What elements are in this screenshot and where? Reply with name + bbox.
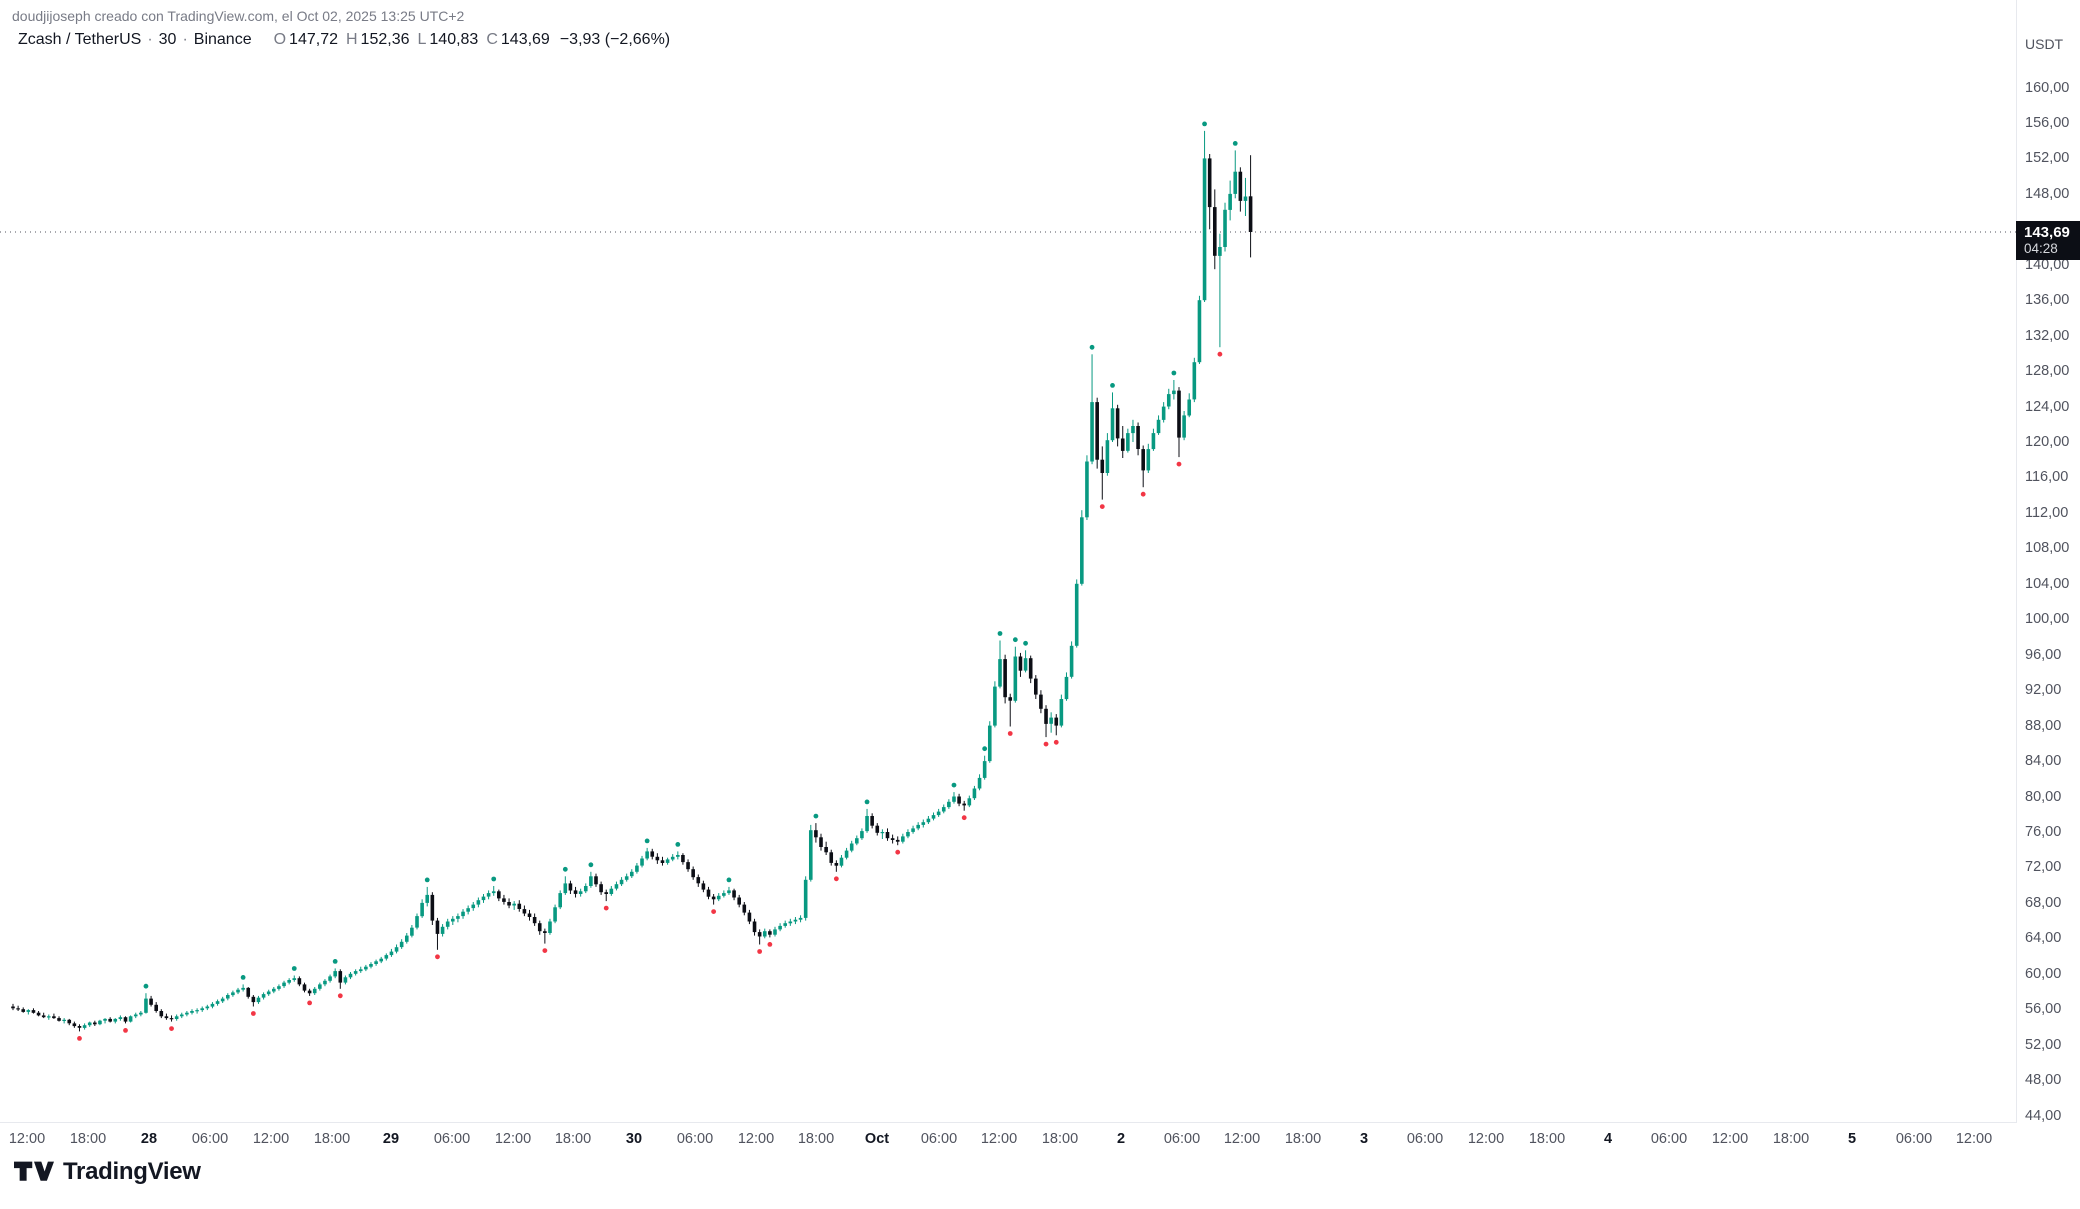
fractal-markers-layer [77,121,1238,1041]
candle-countdown: 04:28 [2024,241,2058,257]
time-tick-label: 06:00 [433,1131,471,1147]
time-tick-label: 06:00 [1895,1131,1933,1147]
price-tick-label: 116,00 [2025,469,2069,486]
price-tick-label: 160,00 [2025,79,2070,96]
close-value: 143,69 [500,31,550,48]
tradingview-logo-icon [14,1161,54,1181]
price-tick-label: 68,00 [2025,894,2062,911]
price-tick-label: 132,00 [2025,327,2070,344]
time-tick-label: 18:00 [797,1131,835,1147]
chart-legend: Zcash / TetherUS · 30 · Binance O 147,72 … [18,31,670,49]
price-tick-label: 48,00 [2025,1072,2062,1089]
high-label: H [345,31,358,48]
tradingview-logo-text: TradingView [63,1158,201,1185]
price-tick-label: 136,00 [2025,292,2070,309]
time-tick-label: 18:00 [69,1131,107,1147]
attribution-text: doudjijoseph creado con TradingView.com,… [12,8,465,24]
price-scale[interactable]: USDT 160,00156,00152,00148,00144,00140,0… [2016,0,2080,1124]
chart-canvas[interactable] [0,0,2017,1122]
price-tick-label: 104,00 [2025,575,2070,592]
time-tick-label: 12:00 [737,1131,775,1147]
time-scale[interactable]: 12:00 18:00 28 06:00 12:00 18:00 29 06:00 12:00 1… [0,1122,2017,1159]
price-tick-label: 148,00 [2025,185,2070,202]
price-tick-label: 120,00 [2025,434,2070,450]
price-tick-label: 76,00 [2025,823,2062,840]
price-tick-label: 72,00 [2025,859,2062,876]
price-tick-label: 128,00 [2025,363,2070,380]
time-tick-label: 06:00 [1163,1131,1201,1147]
time-tick-label: 18:00 [313,1131,351,1147]
time-tick-label: 12:00 [1955,1131,1993,1147]
price-tick-label: 92,00 [2025,682,2062,699]
change-value: −3,93 (−2,66%) [559,31,671,48]
interval-label[interactable]: 30 [158,31,177,48]
price-tick-label: 140,00 [2025,256,2070,273]
price-tick-label: 64,00 [2025,930,2062,947]
time-tick-label: 12:00 [980,1131,1018,1147]
last-price-value: 143,69 [2024,224,2070,242]
price-tick-label: 44,00 [2025,1107,2062,1124]
time-tick-label: 18:00 [1284,1131,1322,1147]
time-tick-label: 06:00 [191,1131,229,1147]
price-tick-label: 112,00 [2025,504,2069,521]
open-label: O [273,31,287,48]
price-tick-label: 56,00 [2025,1001,2062,1018]
price-tick-label: 88,00 [2025,717,2062,734]
price-tick-label: 60,00 [2025,965,2062,982]
time-tick-label: 12:00 [8,1131,46,1147]
time-tick-label-major: 29 [382,1131,400,1147]
time-tick-label: 12:00 [1711,1131,1749,1147]
price-tick-label: 152,00 [2025,150,2070,167]
legend-separator: · [182,31,188,48]
price-tick-label: 52,00 [2025,1036,2062,1053]
time-tick-label: 12:00 [1467,1131,1505,1147]
low-value: 140,83 [429,31,479,48]
last-price-badge: 143,69 04:28 [2016,221,2080,261]
low-label: L [417,31,427,48]
price-tick-label: 108,00 [2025,540,2070,557]
price-tick-label: 80,00 [2025,788,2062,805]
time-tick-label: 12:00 [252,1131,290,1147]
tradingview-logo[interactable]: TradingView [14,1158,201,1186]
time-tick-label-major: 28 [140,1131,158,1147]
time-tick-label: 18:00 [1528,1131,1566,1147]
time-tick-label-major: Oct [864,1131,890,1147]
exchange-label: Binance [193,31,252,48]
time-tick-label-major: 2 [1116,1131,1126,1147]
time-tick-label-major: 3 [1359,1131,1369,1147]
open-value: 147,72 [289,31,338,48]
time-tick-label: 06:00 [1406,1131,1444,1147]
ohlc-values: O 147,72 H 152,36 L 140,83 C 143,69 −3,93 (−… [266,31,671,49]
time-tick-label: 18:00 [554,1131,592,1147]
time-tick-label: 12:00 [494,1131,532,1147]
price-tick-label: 84,00 [2025,753,2062,770]
time-tick-label: 18:00 [1772,1131,1810,1147]
time-tick-label: 06:00 [920,1131,958,1147]
candles-layer [11,130,1253,1032]
close-label: C [486,31,498,48]
time-tick-label-major: 4 [1603,1131,1613,1147]
price-tick-label: 96,00 [2025,646,2062,663]
time-tick-label: 06:00 [676,1131,714,1147]
high-value: 152,36 [360,31,410,48]
time-tick-label-major: 30 [625,1131,643,1147]
price-axis-currency: USDT [2025,36,2064,52]
price-tick-label: 156,00 [2025,114,2070,131]
price-tick-label: 124,00 [2025,398,2070,415]
price-tick-label: 100,00 [2025,611,2070,628]
time-tick-label: 18:00 [1041,1131,1079,1147]
legend-separator: · [147,31,153,48]
candlestick-chart-svg [0,121,2017,1041]
time-tick-label-major: 5 [1847,1131,1857,1147]
time-tick-label: 06:00 [1650,1131,1688,1147]
time-tick-label: 12:00 [1223,1131,1261,1147]
symbol-title[interactable]: Zcash / TetherUS [18,31,142,48]
